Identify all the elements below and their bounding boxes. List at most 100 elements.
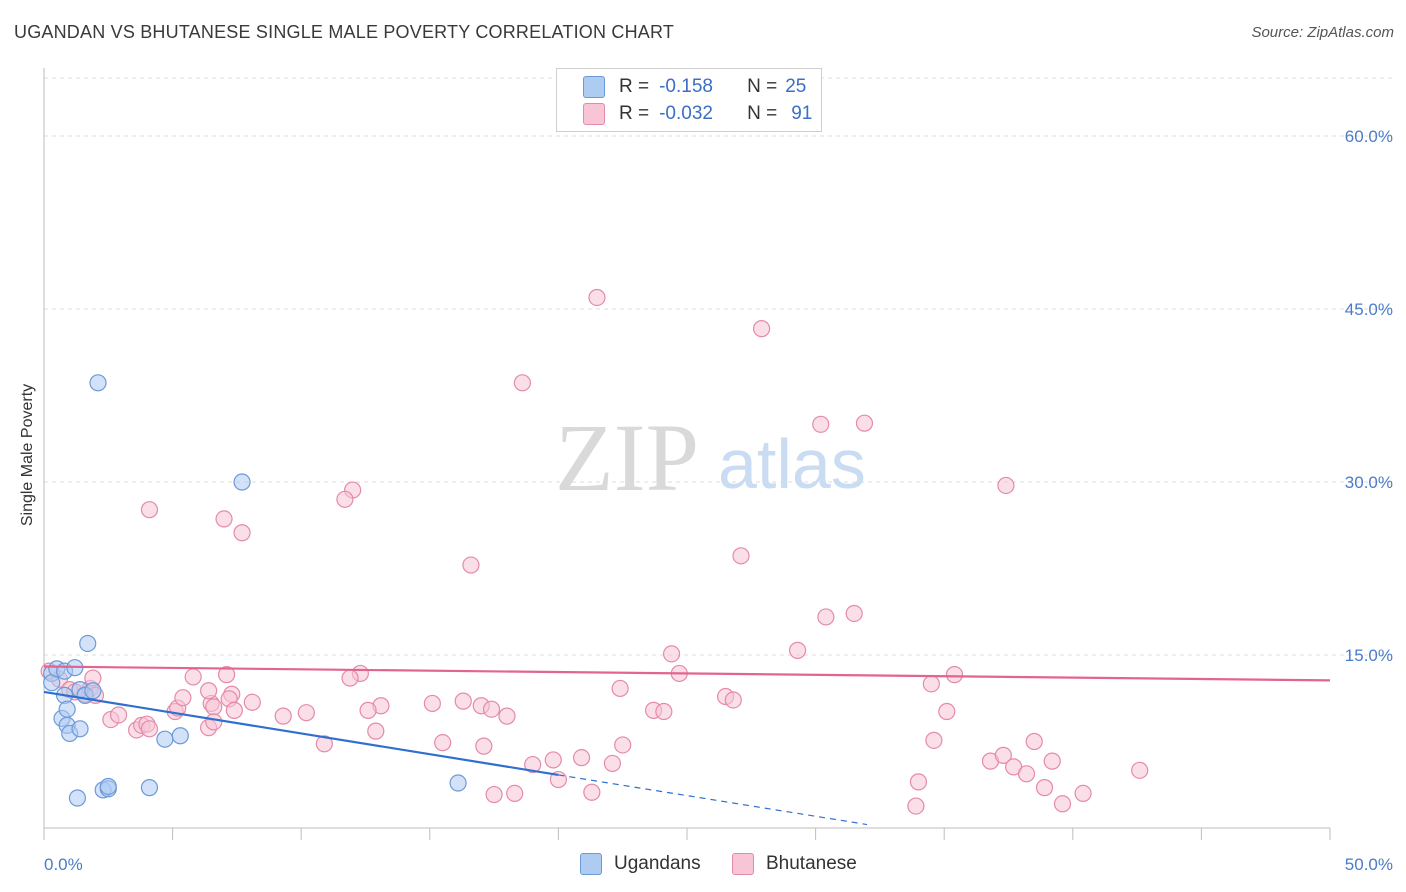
legend-n-label: N =: [747, 76, 778, 97]
bottom-legend-ugandans[interactable]: Ugandans: [580, 851, 701, 877]
ugandan-point: [79, 634, 97, 653]
legend-r-label: R =: [619, 103, 650, 124]
legend-swatch-blue: [580, 853, 602, 875]
bhutanese-point: [817, 608, 835, 626]
bhutanese-point: [922, 675, 940, 693]
ugandan-point: [449, 774, 467, 792]
bhutanese-point: [788, 641, 807, 659]
bhutanese-point: [732, 547, 750, 565]
bhutanese-point: [614, 736, 632, 754]
y-tick-label: 15.0%: [1345, 646, 1393, 665]
axes: [43, 68, 1331, 840]
bottom-legend-bhutanese[interactable]: Bhutanese: [732, 851, 857, 877]
bhutanese-point: [205, 698, 223, 716]
chart-title: UGANDAN VS BHUTANESE SINGLE MALE POVERTY…: [14, 22, 675, 42]
bhutanese-trend-line: [43, 665, 1331, 682]
bhutanese-point: [274, 707, 292, 725]
x-tick-label: 0.0%: [44, 855, 83, 874]
bhutanese-point: [200, 682, 218, 700]
legend-label-ugandans: Ugandans: [614, 853, 701, 874]
bhutanese-point: [225, 701, 243, 719]
bhutanese-point: [1053, 795, 1072, 813]
y-tick-label: 45.0%: [1345, 300, 1393, 319]
bhutanese-point: [662, 645, 681, 663]
ugandan-point: [233, 473, 251, 491]
bhutanese-point: [572, 749, 591, 767]
bhutanese-point: [243, 693, 261, 711]
bhutanese-point: [434, 734, 452, 752]
bhutanese-point: [655, 702, 673, 721]
x-tick-label: 50.0%: [1345, 855, 1393, 874]
source-label: Source: ZipAtlas.com: [1251, 24, 1394, 41]
ugandan-point: [71, 720, 89, 738]
bhutanese-point: [855, 414, 874, 432]
bhutanese-point: [909, 773, 928, 791]
bhutanese-point: [218, 666, 236, 684]
bhutanese-point: [1043, 752, 1061, 770]
bhutanese-point: [1025, 732, 1043, 751]
legend-n-label: N =: [747, 103, 778, 124]
ugandan-point: [84, 682, 102, 700]
bhutanese-point: [109, 706, 128, 724]
bhutanese-point: [184, 668, 202, 686]
gridlines: [44, 77, 1395, 656]
bhutanese-point: [367, 722, 385, 740]
ugandan-point: [68, 789, 87, 807]
bhutanese-point: [482, 700, 501, 718]
ugandan-point: [171, 727, 189, 745]
bhutanese-point: [475, 737, 493, 755]
bhutanese-point: [583, 783, 601, 801]
bhutanese-point: [297, 704, 315, 722]
ugandan-point: [58, 700, 76, 718]
legend-row-bhutanese: R = -0.032 N = 91: [583, 101, 812, 127]
y-tick-label: 30.0%: [1345, 473, 1393, 492]
legend-n-value: 25: [785, 76, 807, 97]
ugandan-point: [89, 374, 107, 392]
legend-label-bhutanese: Bhutanese: [766, 853, 857, 874]
bhutanese-point: [336, 490, 354, 508]
bhutanese-point: [315, 735, 333, 753]
bhutanese-point: [423, 694, 441, 713]
legend-swatch-pink: [732, 853, 754, 875]
bhutanese-point: [588, 288, 606, 307]
bhutanese-point: [498, 707, 516, 725]
ugandan-point: [99, 777, 117, 796]
legend-row-ugandans: R = -0.158 N = 25: [583, 74, 806, 100]
bhutanese-point: [1131, 761, 1149, 779]
bhutanese-point: [544, 751, 562, 769]
bhutanese-point: [506, 784, 524, 803]
bhutanese-point: [140, 720, 159, 738]
data-points: [40, 288, 1149, 815]
bhutanese-point: [454, 692, 472, 710]
bhutanese-point: [233, 524, 251, 542]
legend-swatch-blue: [583, 76, 605, 98]
bhutanese-point: [524, 755, 542, 774]
bhutanese-point: [611, 679, 629, 698]
bhutanese-point: [845, 604, 863, 623]
watermark-zip: ZIP: [555, 404, 699, 511]
bhutanese-point: [945, 666, 964, 684]
bhutanese-point: [724, 691, 742, 709]
legend-n-value: 91: [791, 103, 813, 124]
ugandan-point: [156, 730, 174, 748]
bhutanese-point: [341, 669, 359, 687]
legend-r-value: -0.158: [659, 76, 713, 97]
trend-lines: [43, 665, 1331, 826]
bhutanese-point: [513, 374, 531, 392]
bhutanese-point: [925, 731, 943, 749]
bhutanese-point: [359, 701, 377, 719]
bhutanese-point: [485, 785, 503, 804]
legend-swatch-pink: [583, 103, 605, 125]
ugandan-trend-extension: [558, 774, 868, 826]
bhutanese-point: [907, 797, 925, 815]
tick-labels: 15.0% 30.0% 45.0% 60.0% 0.0% 50.0%: [44, 127, 1393, 874]
bhutanese-point: [752, 320, 771, 338]
y-tick-label: 60.0%: [1345, 127, 1393, 146]
bhutanese-point: [994, 746, 1012, 764]
bhutanese-point: [140, 501, 159, 519]
bhutanese-point: [1017, 765, 1036, 783]
ugandan-trend-line: [43, 690, 559, 777]
bhutanese-point: [205, 713, 223, 731]
bhutanese-point: [215, 510, 233, 528]
